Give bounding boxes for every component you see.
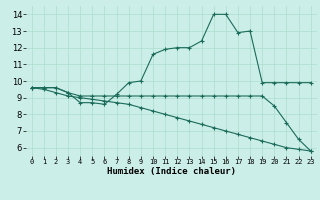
X-axis label: Humidex (Indice chaleur): Humidex (Indice chaleur) — [107, 167, 236, 176]
